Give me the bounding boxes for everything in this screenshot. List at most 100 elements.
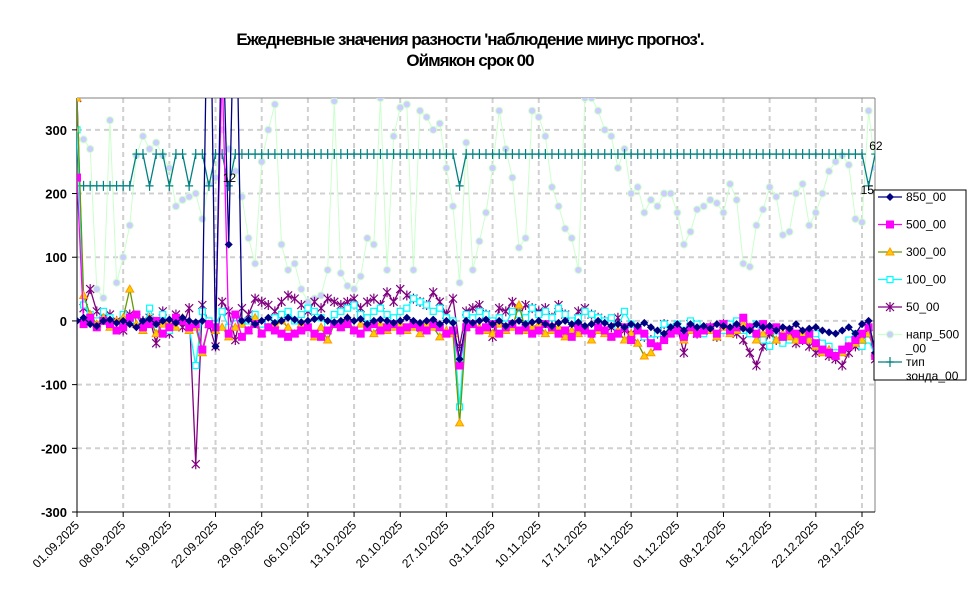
data-point-напр-500-00 [449, 202, 458, 211]
data-point-тип-зонда-00 [138, 149, 147, 160]
data-point-500-00 [257, 329, 266, 338]
data-point-300-00 [758, 328, 768, 338]
data-point-850-00 [514, 316, 523, 325]
data-point-напр-500-00 [416, 106, 425, 115]
data-point-напр-500-00 [435, 119, 444, 128]
data-point-напр-500-00 [376, 98, 385, 102]
data-point-50-00 [257, 296, 267, 307]
x-tick-label: 27.10.2025 [399, 518, 452, 571]
data-point-100-00 [145, 304, 154, 312]
data-point-100-00 [297, 310, 305, 319]
data-point-напр-500-00 [594, 106, 603, 115]
data-point-300-00 [78, 290, 89, 299]
x-tick-label: 22.09.2025 [168, 518, 221, 571]
data-point-напр-500-00 [640, 208, 649, 217]
data-point-напр-500-00 [125, 221, 134, 230]
data-point-850-00 [825, 328, 834, 337]
data-point-напр-500-00 [752, 221, 761, 230]
x-tick-label: 01.12.2025 [630, 518, 683, 571]
data-point-500-00 [613, 329, 622, 338]
data-point-напр-500-00 [567, 234, 576, 243]
data-point-300-00 [355, 319, 366, 328]
legend-label: тип [906, 355, 925, 369]
data-point-100-00 [350, 301, 358, 309]
data-point-300-00 [368, 328, 379, 338]
data-point-напр-500-00 [739, 259, 748, 268]
data-point-850-00 [310, 315, 319, 324]
legend-label: зонда_00 [906, 369, 959, 383]
data-point-напр-500-00 [178, 195, 187, 204]
data-point-500-00 [383, 323, 392, 332]
data-point-850-00 [79, 313, 88, 322]
x-tick-label: 08.09.2025 [76, 518, 129, 571]
data-point-500-00 [653, 342, 662, 351]
data-point-тип-зонда-00 [864, 180, 873, 191]
legend: 850_00 500_00 300_00 100_00 50_00 напр_500_00… [873, 189, 967, 383]
data-point-напр-500-00 [765, 183, 774, 192]
data-point-100-00 [396, 307, 404, 315]
data-point-500-00 [712, 329, 721, 338]
data-point-850-00 [224, 240, 233, 249]
data-point-напр-500-00 [165, 164, 174, 173]
data-point-50-00 [679, 347, 689, 358]
data-point-500-00 [86, 313, 95, 322]
data-point-напр-500-00 [660, 189, 669, 198]
data-point-500-00 [481, 323, 490, 332]
data-point-850-00 [521, 320, 530, 329]
data-point-300-00 [322, 335, 333, 344]
data-point-850-00 [706, 324, 715, 333]
data-point-850-00 [574, 318, 583, 327]
data-point-500-00 [303, 323, 312, 332]
data-point-850-00 [284, 313, 293, 322]
data-point-850-00 [772, 326, 781, 335]
data-point-напр-500-00 [514, 243, 523, 252]
data-point-напр-500-00 [613, 164, 622, 173]
data-point-тип-зонда-00 [125, 180, 134, 191]
data-point-500-00 [594, 323, 603, 332]
data-point-300-00 [151, 328, 162, 338]
data-point-300-00 [560, 331, 571, 341]
data-point-850-00 [673, 320, 682, 329]
data-point-850-00 [686, 320, 695, 329]
y-tick-label: 200 [45, 187, 67, 202]
data-point-50-00 [448, 293, 458, 304]
data-point-500-00 [679, 332, 688, 341]
data-point-напр-500-00 [191, 189, 200, 198]
data-point-500-00 [640, 329, 649, 338]
data-point-850-00 [607, 322, 616, 331]
data-point-напр-500-00 [495, 106, 504, 115]
data-point-напр-500-00 [686, 227, 695, 236]
data-point-850-00 [297, 318, 306, 327]
data-point-100-00 [423, 301, 431, 309]
data-point-напр-500-00 [290, 259, 299, 268]
x-tick-label: 08.12.2025 [676, 518, 729, 571]
data-point-850-00 [541, 320, 550, 329]
x-tick-label: 17.11.2025 [538, 518, 590, 570]
data-point-850-00 [488, 320, 497, 329]
data-point-100-00 [587, 310, 596, 319]
data-point-850-00 [785, 324, 794, 333]
y-tick-label: 100 [45, 250, 67, 265]
data-point-100-00 [310, 307, 319, 315]
y-tick-label: 300 [45, 123, 67, 138]
data-point-100-00 [436, 304, 444, 312]
data-point-850-00 [633, 322, 642, 331]
data-point-500-00 [811, 339, 820, 348]
data-point-50-00 [151, 338, 161, 349]
data-point-напр-500-00 [712, 199, 721, 208]
data-point-850-00 [191, 318, 200, 327]
data-point-500-00 [554, 329, 563, 338]
data-point-напр-500-00 [422, 113, 431, 122]
data-point-напр-500-00 [330, 98, 339, 106]
data-point-850-00 [495, 316, 504, 325]
data-point-850-00 [759, 323, 768, 332]
data-point-100-00 [607, 314, 615, 322]
data-point-500-00 [343, 320, 352, 329]
data-point-300-00 [784, 331, 795, 341]
data-point-500-00 [567, 332, 576, 341]
data-point-500-00 [402, 323, 411, 332]
data-point-300-00 [415, 328, 425, 338]
data-point-850-00 [534, 316, 543, 325]
data-point-100-00 [818, 339, 827, 347]
data-point-напр-500-00 [785, 227, 794, 236]
